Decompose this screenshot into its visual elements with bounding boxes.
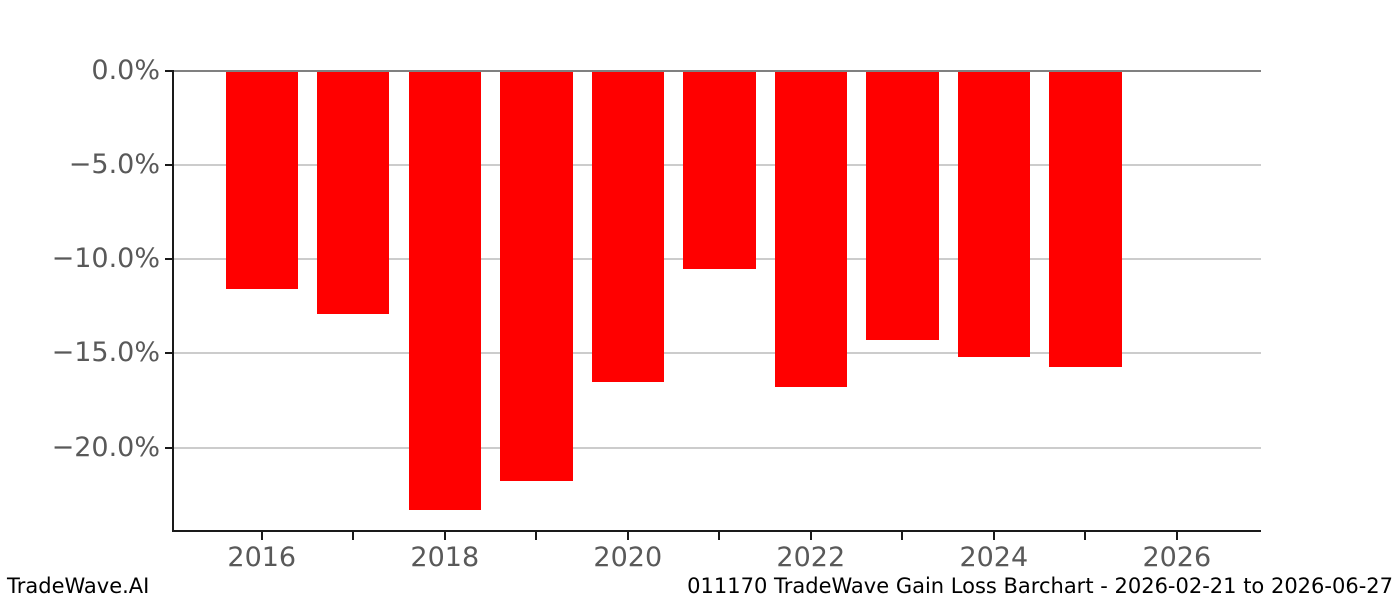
- y-axis-label--15: −15.0%: [51, 337, 160, 369]
- y-tick-mark-0: [165, 70, 173, 72]
- bar-2017: [317, 72, 390, 314]
- x-axis-label-2022: 2022: [776, 542, 846, 573]
- bar-2022: [774, 72, 848, 388]
- x-tick-mark-2024: [992, 532, 995, 540]
- x-axis-label-2020: 2020: [593, 542, 663, 573]
- zero-line: [173, 70, 1261, 72]
- x-axis-label-2024: 2024: [959, 542, 1029, 573]
- bar-2019: [500, 72, 573, 482]
- bar-2016: [225, 72, 298, 290]
- brand-watermark: TradeWave.AI: [7, 574, 150, 598]
- y-axis-label--20: −20.0%: [51, 431, 160, 463]
- gridline--15: [173, 352, 1261, 355]
- x-tick-mark-2017: [352, 532, 355, 540]
- x-tick-mark-2026: [1175, 532, 1178, 540]
- bar-2020: [591, 72, 664, 382]
- x-tick-mark-2019: [535, 532, 538, 540]
- y-axis-label--10: −10.0%: [51, 243, 160, 275]
- y-axis-label--5: −5.0%: [68, 149, 160, 181]
- bar-2025: [1049, 72, 1122, 367]
- bar-2024: [957, 72, 1031, 358]
- bar-2018: [408, 72, 481, 510]
- y-axis-spine: [172, 70, 174, 532]
- x-tick-mark-2020: [626, 532, 629, 540]
- chart-title: 011170 TradeWave Gain Loss Barchart - 20…: [687, 574, 1393, 598]
- x-axis-label-2016: 2016: [227, 542, 297, 573]
- y-tick-mark--20: [165, 446, 173, 449]
- x-tick-mark-2018: [443, 532, 446, 540]
- x-tick-mark-2025: [1084, 532, 1087, 540]
- x-axis-label-2026: 2026: [1142, 542, 1212, 573]
- x-tick-mark-2023: [901, 532, 904, 540]
- x-tick-mark-2016: [260, 532, 263, 540]
- x-axis-label-2018: 2018: [410, 542, 480, 573]
- y-tick-mark--15: [165, 352, 173, 355]
- bar-2023: [866, 72, 939, 341]
- y-tick-mark--10: [165, 258, 173, 261]
- bar-2021: [683, 72, 756, 269]
- gridline--20: [173, 446, 1261, 449]
- y-tick-mark--5: [165, 164, 173, 167]
- y-axis-label-0: 0.0%: [91, 55, 160, 86]
- x-tick-mark-2021: [718, 532, 721, 540]
- x-axis-spine: [173, 530, 1261, 532]
- x-tick-mark-2022: [809, 532, 812, 540]
